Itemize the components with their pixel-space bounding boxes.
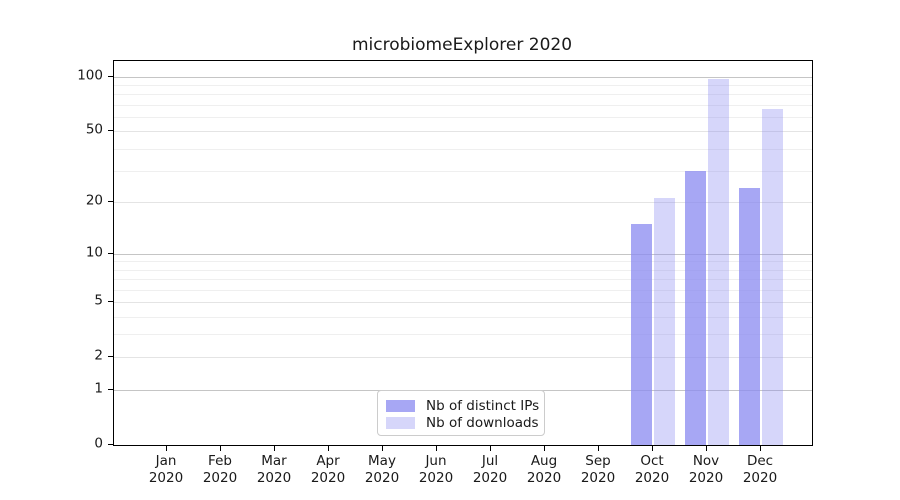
y-tick-label-10: 10 bbox=[85, 243, 103, 260]
y-tick-2 bbox=[108, 356, 113, 358]
legend-item-distinct-ips: Nb of distinct IPs bbox=[386, 397, 544, 414]
y-tick-label-50: 50 bbox=[85, 121, 103, 138]
x-tick-label-feb: Feb 2020 bbox=[202, 453, 238, 486]
x-tick-label-jun: Jun 2020 bbox=[418, 453, 454, 486]
y-tick-20 bbox=[108, 201, 113, 203]
x-tick-dec bbox=[760, 446, 761, 451]
plot-area bbox=[113, 60, 813, 446]
x-tick-label-nov: Nov 2020 bbox=[688, 453, 724, 486]
x-tick-sep bbox=[598, 446, 599, 451]
y-tick-label-100: 100 bbox=[77, 66, 103, 83]
legend-swatch-distinct-ips bbox=[386, 399, 415, 412]
legend-swatch-downloads bbox=[386, 416, 415, 429]
y-tick-0 bbox=[108, 444, 113, 445]
gridline-y-6 bbox=[114, 289, 812, 291]
y-tick-label-1: 1 bbox=[94, 379, 103, 396]
gridline-y-4 bbox=[114, 316, 812, 318]
x-tick-label-oct: Oct 2020 bbox=[634, 453, 670, 486]
x-tick-aug bbox=[544, 446, 545, 451]
x-tick-oct bbox=[652, 446, 653, 451]
y-tick-label-5: 5 bbox=[94, 292, 103, 309]
x-tick-label-aug: Aug 2020 bbox=[526, 453, 562, 486]
x-tick-label-jan: Jan 2020 bbox=[148, 453, 184, 486]
y-tick-1 bbox=[108, 388, 113, 390]
gridline-y-60 bbox=[114, 116, 812, 118]
legend-label-distinct-ips: Nb of distinct IPs bbox=[426, 397, 540, 414]
gridline-y-2 bbox=[114, 357, 812, 359]
x-tick-jul bbox=[490, 446, 491, 451]
gridline-y-5 bbox=[114, 302, 812, 304]
legend-item-downloads: Nb of downloads bbox=[386, 414, 544, 431]
y-tick-10 bbox=[108, 252, 113, 254]
x-tick-mar bbox=[274, 446, 275, 451]
y-tick-100 bbox=[108, 75, 113, 77]
gridline-y-9 bbox=[114, 261, 812, 263]
x-tick-apr bbox=[328, 446, 329, 451]
bar-downloads-nov bbox=[708, 79, 729, 445]
gridline-y-30 bbox=[114, 170, 812, 172]
y-tick-50 bbox=[108, 130, 113, 132]
legend: Nb of distinct IPs Nb of downloads bbox=[377, 390, 545, 436]
gridline-y-8 bbox=[114, 269, 812, 271]
bar-ips-nov bbox=[685, 170, 706, 445]
y-tick-5 bbox=[108, 301, 113, 303]
gridline-y-90 bbox=[114, 85, 812, 87]
legend-label-downloads: Nb of downloads bbox=[426, 414, 539, 431]
x-tick-label-jul: Jul 2020 bbox=[472, 453, 508, 486]
bar-ips-oct bbox=[631, 223, 652, 445]
y-tick-label-2: 2 bbox=[94, 347, 103, 364]
gridline-y-70 bbox=[114, 104, 812, 106]
gridline-y-10 bbox=[114, 253, 812, 255]
bar-ips-dec bbox=[739, 188, 760, 445]
x-tick-nov bbox=[706, 446, 707, 451]
x-tick-label-apr: Apr 2020 bbox=[310, 453, 346, 486]
chart-title: microbiomeExplorer 2020 bbox=[351, 35, 573, 55]
y-tick-label-0: 0 bbox=[94, 435, 103, 452]
gridline-y-50 bbox=[114, 131, 812, 133]
bar-downloads-oct bbox=[654, 198, 675, 445]
x-tick-label-mar: Mar 2020 bbox=[256, 453, 292, 486]
gridline-y-7 bbox=[114, 279, 812, 281]
bar-downloads-dec bbox=[762, 109, 783, 445]
gridline-y-100 bbox=[114, 76, 812, 78]
x-tick-label-dec: Dec 2020 bbox=[742, 453, 778, 486]
x-tick-label-sep: Sep 2020 bbox=[580, 453, 616, 486]
gridline-y-20 bbox=[114, 202, 812, 204]
gridline-y-3 bbox=[114, 334, 812, 336]
x-tick-jun bbox=[436, 446, 437, 451]
gridline-y-80 bbox=[114, 94, 812, 96]
x-tick-label-may: May 2020 bbox=[364, 453, 400, 486]
gridline-y-40 bbox=[114, 148, 812, 150]
x-tick-may bbox=[382, 446, 383, 451]
y-tick-label-20: 20 bbox=[85, 192, 103, 209]
x-tick-feb bbox=[220, 446, 221, 451]
x-tick-jan bbox=[166, 446, 167, 451]
